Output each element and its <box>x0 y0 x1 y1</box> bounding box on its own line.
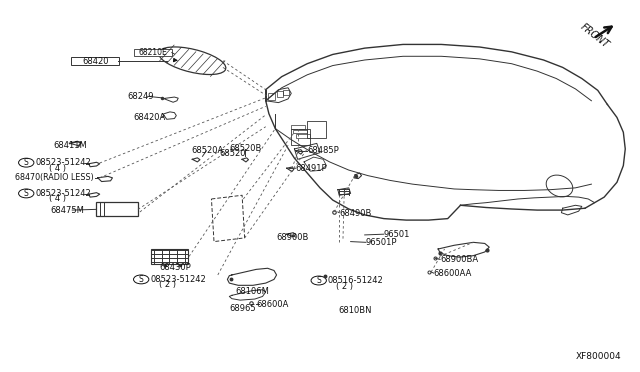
Text: XF800004: XF800004 <box>576 352 621 361</box>
Text: 08523-51242: 08523-51242 <box>36 158 92 167</box>
Text: ( 2 ): ( 2 ) <box>159 280 176 289</box>
Text: 68485P: 68485P <box>307 146 339 155</box>
Text: 68600A: 68600A <box>256 300 289 309</box>
Text: 68520B: 68520B <box>229 144 262 153</box>
Text: 6810BN: 6810BN <box>338 306 371 315</box>
Text: 68600AA: 68600AA <box>434 269 472 278</box>
Text: 68420A: 68420A <box>134 113 166 122</box>
Bar <box>283 90 289 95</box>
Text: ( 2 ): ( 2 ) <box>336 282 353 291</box>
Bar <box>291 129 310 145</box>
Bar <box>268 93 275 100</box>
Text: 68520A: 68520A <box>191 145 223 154</box>
Text: 96501P: 96501P <box>366 238 397 247</box>
Bar <box>151 249 188 264</box>
Bar <box>296 134 310 138</box>
Text: 68475M: 68475M <box>51 206 84 215</box>
Text: 08523-51242: 08523-51242 <box>36 189 92 198</box>
Text: 68965: 68965 <box>229 304 256 313</box>
Bar <box>276 91 283 97</box>
Text: 68900B: 68900B <box>276 232 309 242</box>
Text: 68900BA: 68900BA <box>440 255 478 264</box>
Text: 08516-51242: 08516-51242 <box>328 276 383 285</box>
Text: 68520: 68520 <box>219 149 246 158</box>
Text: 08523-51242: 08523-51242 <box>151 275 207 284</box>
Text: 68470(RADIO LESS): 68470(RADIO LESS) <box>15 173 93 182</box>
Bar <box>97 202 138 217</box>
Text: S: S <box>24 158 29 167</box>
Text: 68249: 68249 <box>127 92 154 101</box>
FancyBboxPatch shape <box>71 57 120 65</box>
Text: 68420: 68420 <box>82 57 108 65</box>
Text: 68106M: 68106M <box>236 287 269 296</box>
Text: 68430P: 68430P <box>159 263 191 272</box>
Bar <box>291 125 305 129</box>
Text: 68491P: 68491P <box>296 164 327 173</box>
Text: S: S <box>316 276 321 285</box>
Text: ( 4 ): ( 4 ) <box>49 195 65 203</box>
Text: S: S <box>24 189 29 198</box>
Bar <box>307 121 326 138</box>
Text: S: S <box>139 275 143 284</box>
Text: 68210E: 68210E <box>139 48 168 57</box>
Text: 68411M: 68411M <box>53 141 87 151</box>
Text: FRONT: FRONT <box>579 22 611 50</box>
Text: 68490B: 68490B <box>339 209 372 218</box>
Bar <box>293 130 307 134</box>
FancyBboxPatch shape <box>134 49 173 56</box>
Text: 96501: 96501 <box>384 230 410 239</box>
Text: ( 4 ): ( 4 ) <box>49 164 65 173</box>
